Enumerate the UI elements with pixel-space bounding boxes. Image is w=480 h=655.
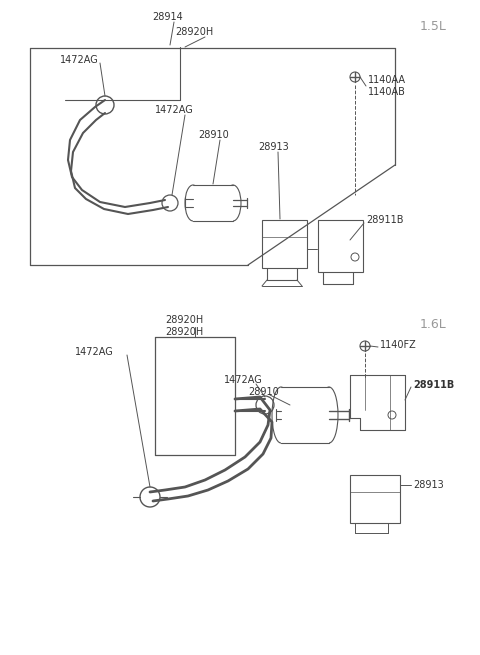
Text: 1472AG: 1472AG [60, 55, 99, 65]
Bar [262, 220, 307, 268]
Text: 1140AA: 1140AA [368, 75, 406, 85]
Text: 28910: 28910 [248, 387, 279, 397]
Text: 28911B: 28911B [413, 380, 454, 390]
Text: 28920H: 28920H [165, 315, 203, 325]
Text: 1472AG: 1472AG [155, 105, 194, 115]
Text: 28914: 28914 [152, 12, 183, 22]
Text: 1472AG: 1472AG [224, 375, 263, 385]
Text: 28920H: 28920H [175, 27, 213, 37]
Bar [281, 387, 329, 443]
Text: 1.6L: 1.6L [420, 318, 447, 331]
Text: 28910: 28910 [198, 130, 229, 140]
Text: 1140AB: 1140AB [368, 87, 406, 97]
Text: 28920H: 28920H [165, 327, 203, 337]
Bar [193, 185, 233, 221]
Text: 28911B: 28911B [366, 215, 404, 225]
Text: 1472AG: 1472AG [75, 347, 114, 357]
Text: 28913: 28913 [258, 142, 289, 152]
Bar [318, 220, 363, 272]
Bar [350, 475, 400, 523]
Text: 1.5L: 1.5L [420, 20, 447, 33]
Text: 28913: 28913 [413, 480, 444, 490]
Text: 1140FZ: 1140FZ [380, 340, 417, 350]
